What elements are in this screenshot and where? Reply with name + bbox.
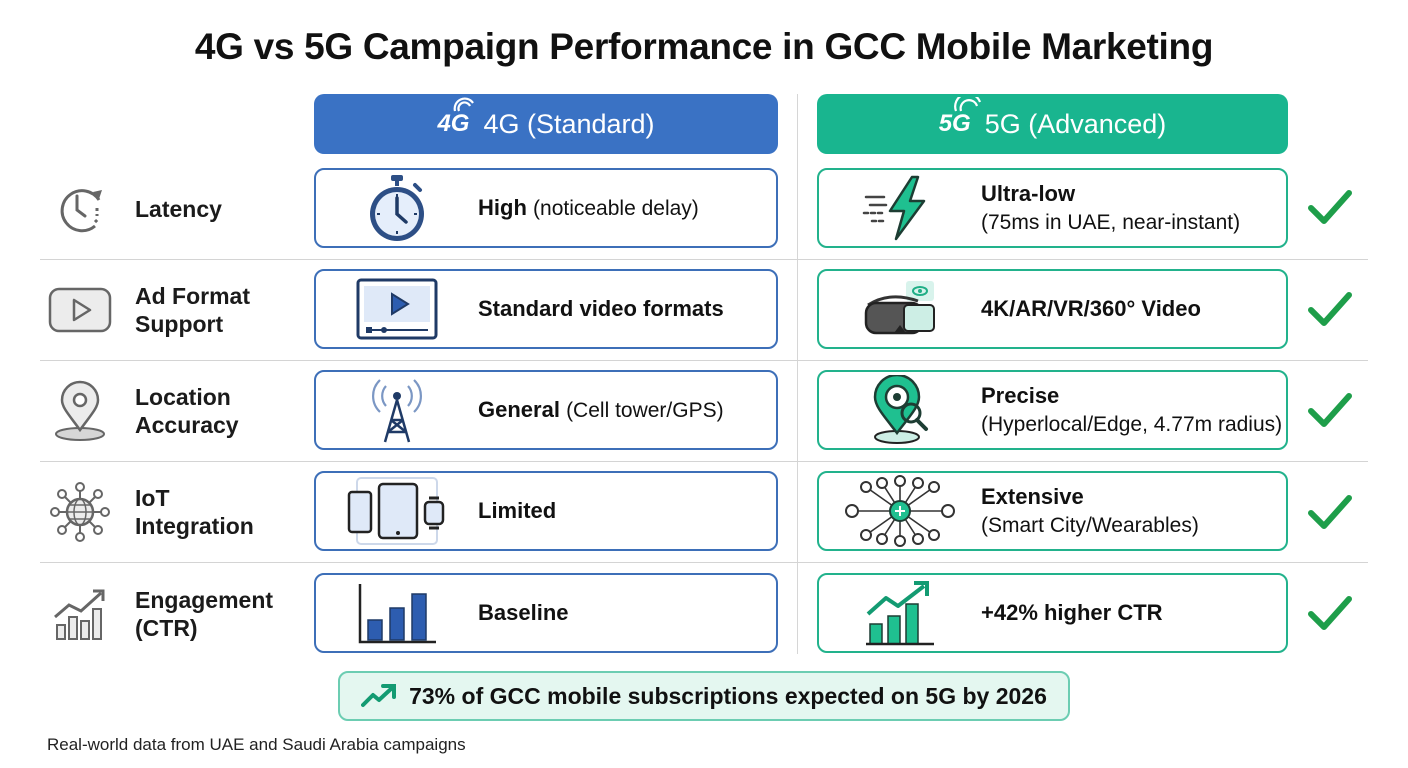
checkmark-icon <box>1308 190 1352 224</box>
card-main-text: Limited <box>478 498 557 523</box>
precise-location-icon <box>819 375 981 445</box>
checkmark-icon <box>1308 292 1352 326</box>
row-label-line2: Accuracy <box>135 412 239 438</box>
row-label-location: Location Accuracy <box>40 370 310 452</box>
summary-banner-text: 73% of GCC mobile subscriptions expected… <box>409 682 1047 709</box>
card-main-text: General <box>478 396 560 422</box>
checkmark-icon <box>1308 393 1352 427</box>
4g-signal-icon: 4G <box>437 97 475 138</box>
lightning-icon <box>819 175 981 241</box>
column-header-5g: 5G 5G (Advanced) <box>817 94 1288 154</box>
row-label-line1: Location <box>135 384 231 410</box>
row-label-latency: Latency <box>40 168 310 250</box>
row-label-line1: Ad Format <box>135 283 250 309</box>
network-globe-icon <box>40 481 120 543</box>
row-label-engagement: Engagement (CTR) <box>40 573 310 655</box>
card-main-text: Baseline <box>478 600 569 625</box>
page-title: 4G vs 5G Campaign Performance in GCC Mob… <box>194 26 1214 67</box>
video-player-icon <box>316 278 478 340</box>
clock-icon <box>40 180 120 238</box>
row-label-line1: Latency <box>135 196 222 222</box>
devices-icon <box>316 476 478 546</box>
growth-chart-icon <box>40 587 120 641</box>
row-label-line2: Integration <box>135 513 254 539</box>
card-main-text: Precise <box>981 382 1060 408</box>
card-detail-text: (Hyperlocal/Edge, 4.77m radius) <box>981 412 1283 436</box>
rising-chart-icon <box>819 580 981 646</box>
row-divider <box>40 360 1368 361</box>
card-detail-text: (75ms in UAE, near-instant) <box>981 210 1241 234</box>
checkmark-icon <box>1308 495 1352 529</box>
card-detail-text: (noticeable delay) <box>533 196 699 220</box>
card-main-text: Ultra-low <box>981 180 1076 206</box>
summary-banner: 73% of GCC mobile subscriptions expected… <box>338 671 1070 721</box>
cell-tower-icon <box>316 376 478 444</box>
card-4g-iot: Limited <box>314 471 778 551</box>
stopwatch-icon <box>316 173 478 243</box>
card-5g-ad-format: 4K/AR/VR/360° Video <box>817 269 1288 349</box>
5g-logo-text: 5G <box>938 110 971 137</box>
bar-chart-icon <box>316 582 478 644</box>
card-4g-engagement: Baseline <box>314 573 778 653</box>
5g-signal-icon: 5G <box>938 97 981 138</box>
iot-network-icon <box>819 475 981 547</box>
map-pin-icon <box>40 380 120 442</box>
card-main-text: 4K/AR/VR/360° Video <box>981 296 1201 321</box>
row-label-line1: Engagement <box>135 587 274 613</box>
row-label-line1: IoT <box>135 485 170 511</box>
checkmark-icon <box>1308 596 1352 630</box>
row-label-ad-format: Ad Format Support <box>40 269 310 351</box>
card-detail-text: (Smart City/Wearables) <box>981 513 1199 537</box>
trend-up-icon <box>361 684 397 707</box>
card-4g-latency: High (noticeable delay) <box>314 168 778 248</box>
card-5g-engagement: +42% higher CTR <box>817 573 1288 653</box>
row-divider <box>40 259 1368 260</box>
card-detail-text: (Cell tower/GPS) <box>566 398 724 422</box>
row-label-line2: Support <box>135 311 224 337</box>
column-header-5g-label: 5G (Advanced) <box>984 108 1167 139</box>
column-header-4g: 4G 4G (Standard) <box>314 94 778 154</box>
4g-logo-text: 4G <box>437 110 470 137</box>
card-main-text: Standard video formats <box>478 296 724 321</box>
card-5g-location: Precise (Hyperlocal/Edge, 4.77m radius) <box>817 370 1288 450</box>
row-label-line2: (CTR) <box>135 615 198 641</box>
column-header-4g-label: 4G (Standard) <box>483 108 655 139</box>
card-4g-ad-format: Standard video formats <box>314 269 778 349</box>
card-main-text: Extensive <box>981 483 1084 509</box>
card-main-text: High <box>478 194 527 220</box>
card-4g-location: General (Cell tower/GPS) <box>314 370 778 450</box>
row-label-iot: IoT Integration <box>40 471 310 553</box>
card-5g-latency: Ultra-low (75ms in UAE, near-instant) <box>817 168 1288 248</box>
footnote: Real-world data from UAE and Saudi Arabi… <box>47 735 466 754</box>
row-divider <box>40 461 1368 462</box>
play-button-icon <box>40 285 120 335</box>
vr-headset-icon <box>819 279 981 339</box>
row-divider <box>40 562 1368 563</box>
card-main-text: +42% higher CTR <box>981 600 1163 625</box>
card-5g-iot: Extensive (Smart City/Wearables) <box>817 471 1288 551</box>
column-divider <box>797 94 798 654</box>
